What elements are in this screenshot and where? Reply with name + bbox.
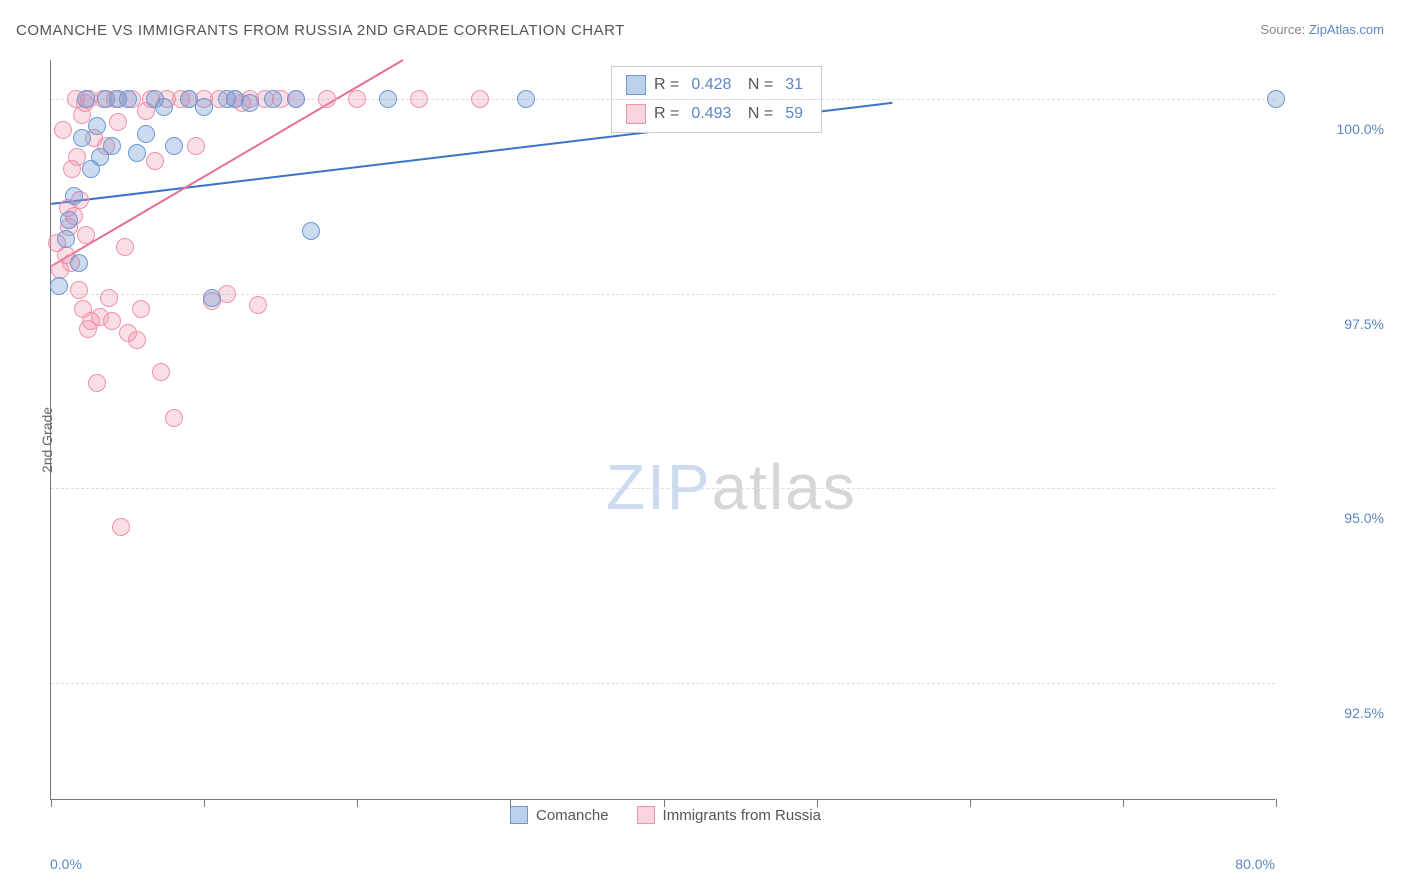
x-tick-label: 0.0% xyxy=(50,856,82,872)
scatter-point-blue xyxy=(60,211,78,229)
scatter-point-blue xyxy=(137,125,155,143)
swatch-pink xyxy=(637,806,655,824)
scatter-point-pink xyxy=(165,409,183,427)
legend-r-label: R = xyxy=(654,105,679,123)
y-tick-label: 100.0% xyxy=(1337,121,1384,137)
scatter-point-pink xyxy=(132,300,150,318)
scatter-point-blue xyxy=(57,230,75,248)
scatter-point-blue xyxy=(65,187,83,205)
scatter-point-pink xyxy=(187,137,205,155)
scatter-point-blue xyxy=(241,94,259,112)
source-label: Source: xyxy=(1260,22,1305,37)
x-tick xyxy=(1276,799,1277,807)
scatter-point-blue xyxy=(155,98,173,116)
scatter-point-pink xyxy=(249,296,267,314)
legend-item-blue: Comanche xyxy=(510,806,609,824)
swatch-blue xyxy=(510,806,528,824)
scatter-point-pink xyxy=(218,285,236,303)
scatter-point-blue xyxy=(119,90,137,108)
scatter-point-pink xyxy=(109,113,127,131)
scatter-point-blue xyxy=(73,129,91,147)
scatter-point-blue xyxy=(203,289,221,307)
scatter-point-pink xyxy=(471,90,489,108)
legend-row-comanche: R = 0.428 N = 31 xyxy=(612,71,821,100)
legend-n-label: N = xyxy=(743,76,773,94)
scatter-point-blue xyxy=(103,137,121,155)
scatter-point-pink xyxy=(112,518,130,536)
legend-n-label: N = xyxy=(743,105,773,123)
scatter-point-blue xyxy=(287,90,305,108)
legend-label: Immigrants from Russia xyxy=(663,807,821,824)
gridline xyxy=(51,683,1275,684)
scatter-point-blue xyxy=(379,90,397,108)
scatter-point-blue xyxy=(1267,90,1285,108)
scatter-point-blue xyxy=(50,277,68,295)
scatter-point-blue xyxy=(517,90,535,108)
scatter-point-pink xyxy=(146,152,164,170)
x-tick xyxy=(51,799,52,807)
scatter-plot: ZIPatlas R = 0.428 N = 31 R = 0.493 N = … xyxy=(50,60,1275,800)
legend-r-pink: 0.493 xyxy=(687,105,735,123)
scatter-point-pink xyxy=(116,238,134,256)
swatch-pink xyxy=(626,104,646,124)
scatter-point-pink xyxy=(100,289,118,307)
legend-n-pink: 59 xyxy=(781,105,807,123)
scatter-point-blue xyxy=(195,98,213,116)
x-tick xyxy=(204,799,205,807)
chart-container: COMANCHE VS IMMIGRANTS FROM RUSSIA 2ND G… xyxy=(0,0,1406,892)
scatter-point-pink xyxy=(70,281,88,299)
y-tick-label: 97.5% xyxy=(1344,316,1384,332)
x-tick xyxy=(1123,799,1124,807)
gridline xyxy=(51,488,1275,489)
x-tick xyxy=(357,799,358,807)
source-link[interactable]: ZipAtlas.com xyxy=(1309,22,1384,37)
legend-n-blue: 31 xyxy=(781,76,807,94)
scatter-point-pink xyxy=(410,90,428,108)
scatter-point-pink xyxy=(77,226,95,244)
scatter-point-blue xyxy=(77,90,95,108)
source-attribution: Source: ZipAtlas.com xyxy=(1260,22,1384,37)
scatter-point-blue xyxy=(128,144,146,162)
trend-lines xyxy=(51,60,1275,799)
chart-title: COMANCHE VS IMMIGRANTS FROM RUSSIA 2ND G… xyxy=(16,22,625,39)
scatter-point-pink xyxy=(152,363,170,381)
legend-item-pink: Immigrants from Russia xyxy=(637,806,821,824)
scatter-point-blue xyxy=(165,137,183,155)
scatter-point-pink xyxy=(348,90,366,108)
legend-label: Comanche xyxy=(536,807,609,824)
legend-r-blue: 0.428 xyxy=(687,76,735,94)
scatter-point-blue xyxy=(302,222,320,240)
legend-row-russia: R = 0.493 N = 59 xyxy=(612,100,821,128)
x-tick-label: 80.0% xyxy=(1235,856,1275,872)
scatter-point-pink xyxy=(88,374,106,392)
x-tick xyxy=(970,799,971,807)
legend-r-label: R = xyxy=(654,76,679,94)
scatter-point-blue xyxy=(88,117,106,135)
scatter-point-blue xyxy=(264,90,282,108)
scatter-point-pink xyxy=(103,312,121,330)
scatter-point-pink xyxy=(54,121,72,139)
y-tick-label: 92.5% xyxy=(1344,705,1384,721)
y-tick-label: 95.0% xyxy=(1344,510,1384,526)
scatter-point-blue xyxy=(70,254,88,272)
swatch-blue xyxy=(626,75,646,95)
series-legend: Comanche Immigrants from Russia xyxy=(510,806,821,824)
scatter-point-pink xyxy=(318,90,336,108)
scatter-point-pink xyxy=(128,331,146,349)
